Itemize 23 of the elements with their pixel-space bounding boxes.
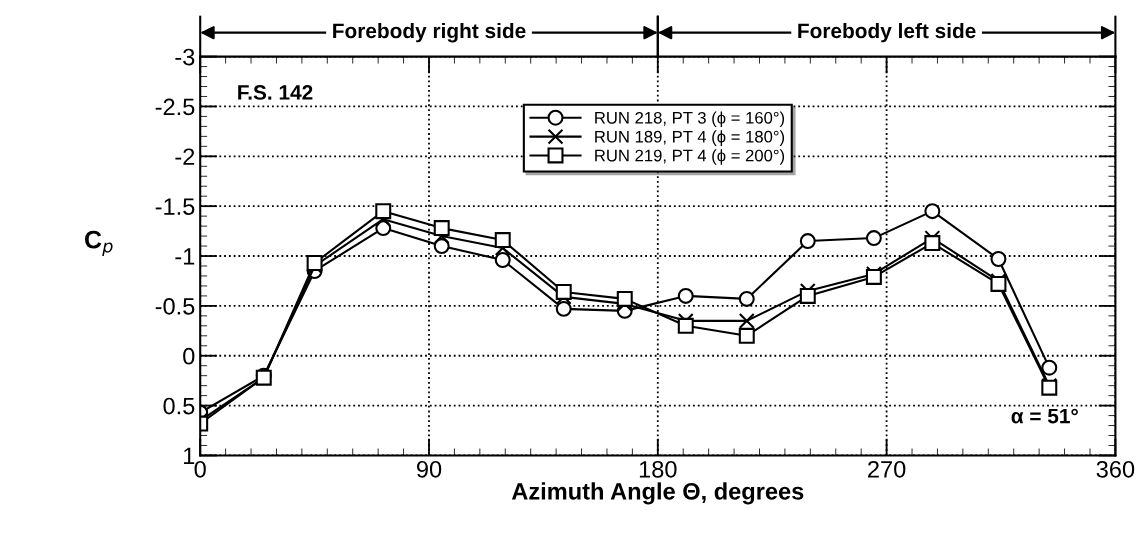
text: Forebody right side [333, 22, 526, 43]
y-tick-label: -3 [175, 48, 195, 66]
y-tick-label: -2 [175, 148, 195, 165]
x-tick-label: 90 [416, 460, 442, 478]
x-tick-label: 0 [194, 460, 206, 478]
y-tick-label: -0.5 [155, 297, 195, 315]
x-tick-label: 180 [639, 460, 677, 478]
y-tick-label: -1 [175, 248, 195, 265]
legend-label: RUN 219, PT 4 (ϕ = 200°) [595, 149, 785, 165]
legend-label: RUN 218, PT 3 (ϕ = 160°) [595, 111, 785, 128]
text: Forebody left side [798, 22, 976, 43]
legend-label: RUN 189, PT 4 (ϕ = 180°) [595, 130, 785, 146]
annotation: F.S. 142 [238, 85, 313, 100]
y-tick-label: -2.5 [155, 98, 195, 116]
y-tick-label: -1.5 [155, 198, 195, 215]
x-axis-title: Azimuth Angle Θ, degrees [511, 482, 804, 505]
x-tick-label: 270 [868, 460, 906, 478]
annotation: α = 51° [1011, 408, 1078, 424]
y-tick-label: 1 [184, 447, 195, 465]
y-axis-title: C$_{p}$ [85, 230, 113, 256]
x-tick-label: 360 [1096, 460, 1135, 478]
y-tick-label: 0.5 [163, 397, 195, 415]
y-tick-label: 0 [183, 347, 195, 365]
